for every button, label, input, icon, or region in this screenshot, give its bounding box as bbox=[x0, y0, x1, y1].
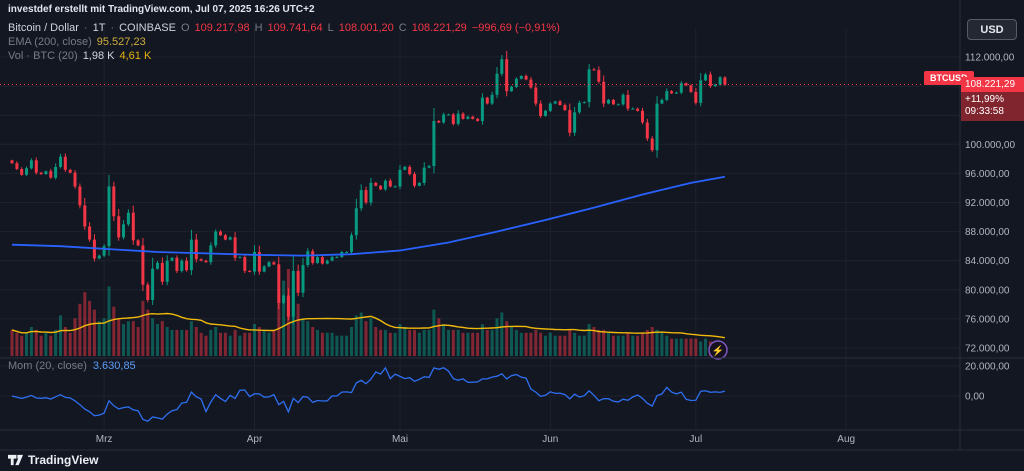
tradingview-logo[interactable]: TradingView bbox=[8, 452, 98, 467]
close-value: 108.221,29 bbox=[411, 22, 467, 34]
svg-text:Jul: Jul bbox=[689, 434, 702, 445]
volume-label[interactable]: Vol · BTC (20) bbox=[8, 50, 78, 62]
separators-layer bbox=[0, 0, 1024, 451]
svg-text:Aug: Aug bbox=[837, 434, 855, 445]
low-letter: L bbox=[327, 22, 334, 34]
bar-countdown: 09:33:58 bbox=[965, 106, 1004, 117]
svg-text:⚡: ⚡ bbox=[712, 344, 724, 357]
high-value: 109.741,64 bbox=[267, 22, 323, 34]
legend-panel: Bitcoin / Dollar · 1T · COINBASE O 109.2… bbox=[8, 21, 560, 63]
low-value: 108.001,20 bbox=[338, 22, 394, 34]
volume-ma-value: 4,61 K bbox=[119, 50, 152, 62]
separator-dot: · bbox=[83, 22, 88, 34]
volume-ma-line bbox=[11, 312, 726, 339]
interval-label[interactable]: 1T bbox=[92, 22, 106, 34]
svg-text:112.000,00: 112.000,00 bbox=[965, 53, 1015, 64]
svg-text:96.000,00: 96.000,00 bbox=[965, 169, 1010, 180]
candles-layer bbox=[10, 51, 727, 325]
volume-value: 1,98 K bbox=[82, 50, 115, 62]
momentum-value: 3.630,85 bbox=[92, 360, 136, 372]
chart-attribution-note: investdef erstellt mit TradingView.com, … bbox=[8, 4, 315, 15]
overlay-lines-layer bbox=[11, 175, 726, 422]
close-letter: C bbox=[398, 22, 407, 34]
svg-text:84.000,00: 84.000,00 bbox=[965, 256, 1010, 267]
volume-layer bbox=[10, 269, 727, 356]
open-value: 109.217,98 bbox=[194, 22, 250, 34]
price-stats-badge: +11,99% 09:33:58 bbox=[961, 92, 1024, 121]
grid-layer bbox=[0, 28, 960, 430]
currency-toggle-button[interactable]: USD bbox=[967, 19, 1017, 40]
svg-text:0,00: 0,00 bbox=[965, 392, 985, 403]
svg-text:72.000,00: 72.000,00 bbox=[965, 344, 1010, 355]
change-value: −996,69 (−0,91%) bbox=[471, 22, 560, 34]
ema-label[interactable]: EMA (200, close) bbox=[8, 36, 92, 48]
ema-legend-row[interactable]: EMA (200, close) 95.527,23 bbox=[8, 35, 560, 49]
tradingview-logo-icon bbox=[8, 454, 23, 466]
svg-text:Mrz: Mrz bbox=[96, 434, 113, 445]
momentum-legend-row[interactable]: Mom (20, close) 3.630,85 bbox=[8, 360, 136, 372]
ema-value: 95.527,23 bbox=[96, 36, 146, 48]
momentum-label[interactable]: Mom (20, close) bbox=[8, 360, 87, 372]
markers-layer: ⚡ bbox=[0, 84, 960, 360]
high-letter: H bbox=[254, 22, 263, 34]
symbol-legend-row[interactable]: Bitcoin / Dollar · 1T · COINBASE O 109.2… bbox=[8, 21, 560, 35]
svg-text:76.000,00: 76.000,00 bbox=[965, 314, 1010, 325]
change-percent: +11,99% bbox=[965, 94, 1005, 105]
svg-text:Apr: Apr bbox=[247, 434, 263, 445]
svg-text:92.000,00: 92.000,00 bbox=[965, 198, 1010, 209]
svg-text:20.000,00: 20.000,00 bbox=[965, 362, 1010, 373]
separator-dot: · bbox=[110, 22, 115, 34]
tradingview-logo-text: TradingView bbox=[28, 452, 99, 467]
symbol-title[interactable]: Bitcoin / Dollar bbox=[8, 22, 79, 34]
flash-marker-icon: ⚡ bbox=[708, 340, 728, 360]
last-price-badge: 108.221,29 bbox=[961, 77, 1024, 92]
open-letter: O bbox=[180, 22, 190, 34]
volume-legend-row[interactable]: Vol · BTC (20) 1,98 K 4,61 K bbox=[8, 49, 560, 63]
momentum-line bbox=[11, 366, 726, 422]
svg-text:88.000,00: 88.000,00 bbox=[965, 227, 1010, 238]
ema-200-line bbox=[11, 175, 726, 257]
svg-text:100.000,00: 100.000,00 bbox=[965, 140, 1015, 151]
svg-text:80.000,00: 80.000,00 bbox=[965, 285, 1010, 296]
svg-text:Jun: Jun bbox=[542, 434, 558, 445]
exchange-label[interactable]: COINBASE bbox=[119, 22, 176, 34]
svg-text:Mai: Mai bbox=[392, 434, 408, 445]
